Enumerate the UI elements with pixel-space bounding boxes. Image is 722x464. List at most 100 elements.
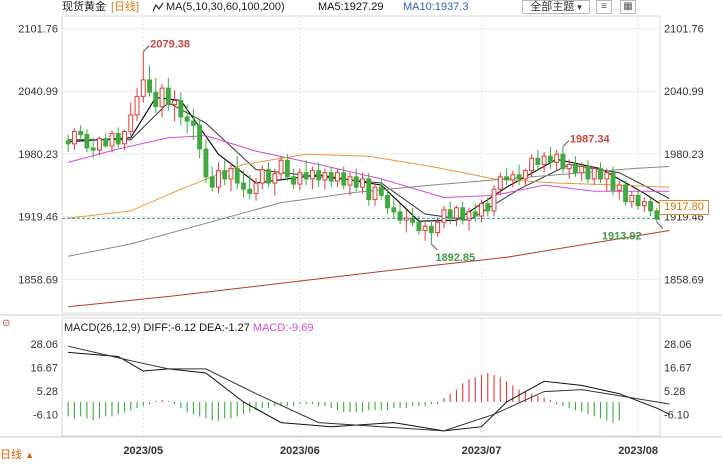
candle-body [516, 174, 522, 180]
candle-body [341, 172, 347, 186]
candle [103, 133, 109, 148]
candle-body [178, 100, 184, 118]
candle-body [115, 133, 121, 145]
candle-body [479, 203, 484, 217]
candle-body [504, 176, 509, 181]
candle-body [397, 211, 403, 221]
period-label[interactable]: [日线] [111, 1, 140, 13]
candle [335, 168, 340, 188]
candle-body [560, 153, 566, 170]
ma-line-ma60 [68, 153, 670, 219]
x-tick-3: 2023/08 [618, 445, 658, 457]
candle [454, 205, 459, 227]
annotation-1: 1987.34 [570, 134, 611, 146]
candle-body [604, 172, 610, 180]
candle-body [103, 138, 109, 147]
candle [435, 218, 441, 237]
candle [497, 172, 503, 196]
candle-body [447, 209, 453, 219]
candle-body [272, 173, 278, 184]
candle-body [497, 176, 503, 190]
candle [328, 166, 334, 188]
annotation-pointer-3 [656, 221, 664, 229]
candle [259, 165, 265, 190]
period-selector[interactable] [0, 0, 60, 14]
annotation-2: 1892.85 [435, 252, 475, 264]
candle-body [610, 172, 616, 191]
candle-body [190, 120, 196, 126]
indicator-icon [152, 2, 164, 16]
macd-y-tick-left-3: -6.10 [33, 410, 58, 422]
candle-body [366, 178, 372, 201]
candle [247, 174, 253, 200]
x-tick-2: 2023/07 [462, 445, 502, 457]
candle [234, 156, 240, 190]
ma-params[interactable]: MA(5,10,30,60,100,200) [166, 1, 285, 13]
candle-body [579, 166, 585, 174]
candle-body [316, 170, 322, 181]
candle [529, 154, 535, 177]
macd-y-tick-left-1: 16.67 [30, 363, 58, 375]
candle [428, 222, 434, 244]
candle [278, 156, 284, 181]
menu-button[interactable]: ≡ [596, 0, 612, 14]
candle [78, 125, 84, 139]
candle [241, 170, 246, 198]
candle [190, 108, 196, 140]
period-tab[interactable]: 日线 ▲ [0, 446, 34, 462]
candle-body [159, 87, 165, 108]
macd-dea-line [67, 345, 670, 432]
macd-title[interactable]: MACD(26,12,9) [64, 322, 143, 334]
candle [253, 177, 259, 201]
candle [341, 166, 347, 190]
candle-body [90, 147, 96, 151]
candle-body [253, 182, 259, 194]
candle-body [585, 166, 591, 180]
candle [109, 130, 115, 153]
candle [178, 92, 184, 126]
macd-y-tick-left-2: 5.28 [37, 386, 58, 398]
candle-body [460, 207, 466, 221]
candle [516, 164, 522, 186]
candle-body [403, 217, 409, 221]
candle [623, 180, 628, 206]
candle-body [360, 178, 365, 188]
instrument-name: 现货黄金 [62, 1, 106, 13]
candle [347, 172, 353, 196]
candle-body [184, 116, 190, 122]
candle-body [109, 133, 115, 147]
candle-body [635, 194, 641, 207]
candle-body [322, 172, 328, 181]
candle-body [65, 140, 71, 145]
candle [547, 146, 553, 169]
macd-legend-2: MACD:-9.69 [253, 322, 314, 334]
candle [504, 168, 509, 186]
candle [184, 104, 190, 134]
grid-button[interactable]: ▦ [620, 0, 636, 14]
theme-dropdown[interactable]: 全部主题 ▾ [522, 0, 590, 14]
candle [616, 180, 622, 200]
candle [378, 178, 384, 200]
x-tick-0: 2023/05 [123, 445, 163, 457]
candle-body [454, 207, 459, 219]
candle-body [197, 124, 203, 150]
candle [197, 119, 203, 159]
candle [284, 154, 290, 181]
candle-body [616, 184, 622, 191]
candle-body [654, 210, 660, 220]
candle [541, 152, 547, 173]
macd-y-tick-right-2: 5.28 [664, 386, 685, 398]
candle [422, 222, 428, 241]
candle [353, 168, 359, 192]
candle [510, 170, 516, 188]
candle-body [134, 95, 140, 116]
annotation-pointer-0 [142, 45, 150, 53]
candle-body [241, 182, 246, 190]
candle [554, 150, 560, 171]
candle [303, 160, 309, 186]
candle-body [222, 170, 228, 180]
candle [309, 166, 315, 190]
y-tick-left-2: 1980.23 [18, 149, 58, 161]
candle [598, 162, 603, 184]
